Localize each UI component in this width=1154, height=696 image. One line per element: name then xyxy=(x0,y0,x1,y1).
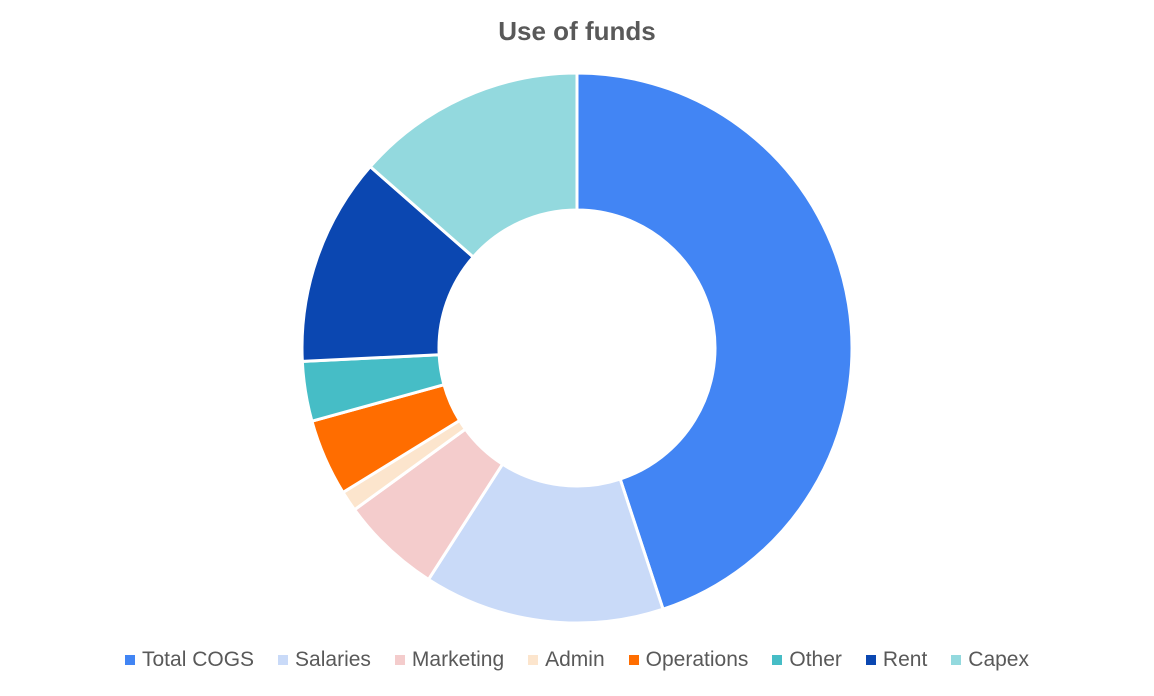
legend-swatch xyxy=(865,655,876,665)
legend-label: Capex xyxy=(968,648,1029,671)
legend: Total COGS Salaries Marketing Admin Operatio… xyxy=(0,648,1154,672)
legend-item-operations: Operations xyxy=(628,648,749,672)
legend-swatch xyxy=(772,655,783,665)
legend-swatch xyxy=(628,655,639,665)
slice-salaries xyxy=(426,462,665,625)
slice-rent xyxy=(300,164,476,363)
legend-label: Operations xyxy=(645,648,749,671)
legend-item-admin: Admin xyxy=(528,648,605,672)
legend-label: Marketing xyxy=(411,648,505,671)
legend-item-other: Other xyxy=(772,648,842,672)
legend-item-salaries: Salaries xyxy=(278,648,371,672)
legend-swatch xyxy=(125,655,135,665)
legend-label: Rent xyxy=(882,648,928,671)
legend-swatch xyxy=(951,655,962,665)
legend-swatch xyxy=(528,655,539,665)
chart-title: Use of funds xyxy=(498,16,656,46)
legend-label: Other xyxy=(789,648,842,671)
legend-item-total-cogs: Total COGS xyxy=(125,648,254,672)
slice-total-cogs xyxy=(575,71,854,612)
legend-item-marketing: Marketing xyxy=(394,648,505,672)
slice-capex xyxy=(368,71,579,260)
legend-item-rent: Rent xyxy=(865,648,928,672)
legend-label: Admin xyxy=(545,648,605,671)
legend-label: Salaries xyxy=(295,648,371,671)
legend-item-capex: Capex xyxy=(951,648,1029,672)
legend-label: Total COGS xyxy=(142,648,255,671)
legend-swatch xyxy=(278,655,289,665)
legend-swatch xyxy=(394,655,405,665)
